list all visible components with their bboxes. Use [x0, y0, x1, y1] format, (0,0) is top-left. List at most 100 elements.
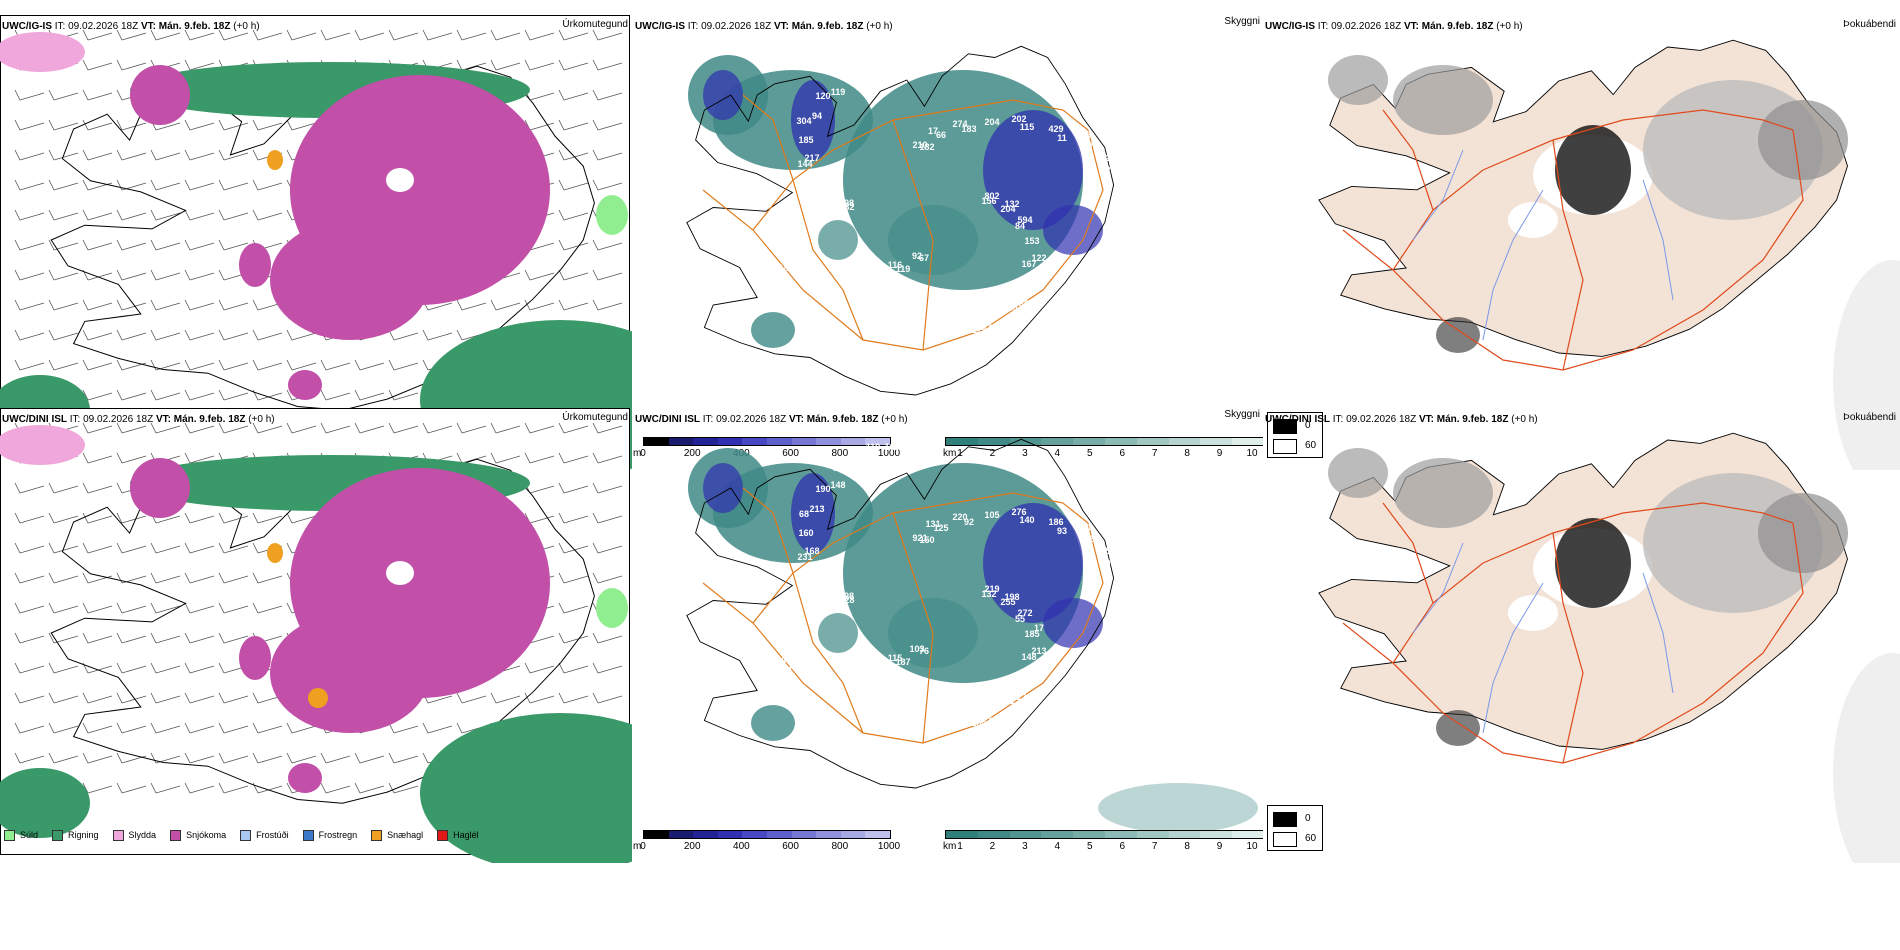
wind-barb: [490, 452, 521, 464]
wind-barb: [388, 422, 419, 434]
height-label: 182: [919, 142, 934, 152]
height-tick: 600: [782, 841, 799, 852]
height-tick: 200: [683, 448, 701, 459]
wind-barb: [184, 722, 215, 734]
no-precip-area: [386, 168, 414, 192]
wind-barb: [218, 329, 249, 341]
low-visibility-area: [1098, 783, 1258, 833]
wind-barb: [456, 29, 487, 41]
visibility-map[interactable]: 1322291509712693115148551289213416810310…: [633, 393, 1263, 863]
wind-barb: [558, 119, 589, 131]
wind-barb: [592, 239, 623, 251]
fog-legend-label-60: 60: [1305, 833, 1317, 844]
wind-barb: [456, 692, 487, 704]
fog-legend-label-0: 0: [1305, 813, 1311, 824]
height-label: 92: [964, 517, 974, 527]
fog-index-map[interactable]: [1263, 393, 1900, 863]
height-label: 144: [797, 159, 812, 169]
legend-label: Slydda: [128, 830, 157, 840]
wind-barb: [48, 89, 79, 101]
height-label: 85: [1019, 299, 1029, 309]
fog-legend-swatch-60: [1273, 832, 1297, 847]
wind-barb: [592, 422, 623, 434]
wind-barb: [116, 602, 147, 614]
wind-barb: [82, 149, 113, 161]
height-label: 213: [1031, 646, 1046, 656]
model-label: UWC/IG-IS: [1265, 21, 1315, 32]
wind-barb: [48, 239, 79, 251]
wind-barb: [422, 329, 453, 341]
wind-barb: [184, 359, 215, 371]
road: [1342, 522, 1804, 764]
hail-area: [267, 543, 283, 563]
wind-barb: [218, 722, 249, 734]
wind-barb: [388, 359, 419, 371]
wind-barb: [524, 662, 555, 674]
height-label: 252: [810, 566, 825, 576]
wind-barb: [116, 329, 147, 341]
visibility-tick: 3: [1022, 841, 1028, 852]
precip-type-map[interactable]: [0, 0, 632, 470]
height-label: 126: [826, 578, 841, 588]
height-label: 153: [1024, 236, 1039, 246]
height-color-step: [644, 831, 669, 838]
wind-barb: [320, 782, 351, 794]
height-label: 183: [961, 124, 976, 134]
visibility-panel: 132 229 150 97 126 93 115 148 55 128 92 134 168 103 10…: [633, 393, 1263, 863]
road-network: [1342, 502, 1804, 764]
legend-swatch: [437, 829, 449, 841]
precip-legend-item: Snæhagl: [371, 829, 423, 841]
wind-barb: [14, 692, 45, 704]
wind-barb: [14, 752, 45, 764]
visibility-tick: 7: [1151, 841, 1158, 852]
vt-value: Mán. 9.feb. 18Z: [173, 414, 246, 425]
iceland-outline: [686, 45, 1115, 396]
height-tick: 1000: [877, 841, 901, 852]
model-label: UWC/IG-IS: [635, 21, 685, 32]
wind-barb: [14, 269, 45, 281]
road: [792, 572, 864, 734]
precip-areas: [0, 425, 632, 863]
wind-barb: [286, 722, 317, 734]
height-color-step: [791, 831, 817, 838]
sleet-area: [0, 32, 85, 72]
fog-legend-swatch-60: [1273, 439, 1297, 454]
height-label: 229: [801, 659, 816, 669]
visibility-color-step: [1168, 831, 1201, 838]
height-label: 66: [807, 572, 817, 582]
wind-barb: [252, 512, 283, 524]
height-label: 132: [981, 589, 996, 599]
wind-barb: [150, 209, 181, 221]
height-label: 91: [1005, 696, 1015, 706]
height-color-step: [668, 438, 694, 445]
wind-barb: [150, 329, 181, 341]
wind-barb: [592, 572, 623, 584]
height-label: 132: [1004, 199, 1019, 209]
lead-time: (+0 h): [1511, 414, 1538, 425]
height-label: 131: [925, 519, 940, 529]
visibility-tick: 1: [957, 841, 963, 852]
visibility-map[interactable]: 1562271829194111161198482183119217127116…: [633, 0, 1263, 470]
height-color-step: [742, 831, 767, 838]
visibility-color-step: [1200, 831, 1233, 838]
precip-legend-item: Súld: [4, 829, 38, 841]
height-label: 94: [829, 185, 839, 195]
height-color-step: [840, 831, 866, 838]
wind-barb: [558, 692, 589, 704]
wind-barb: [592, 299, 623, 311]
wind-barb: [524, 422, 555, 434]
visibility-tick: 6: [1119, 448, 1125, 459]
wind-barb: [524, 29, 555, 41]
height-label: 186: [822, 583, 837, 593]
precip-type-map[interactable]: [0, 393, 632, 863]
fog-index-map[interactable]: [1263, 0, 1900, 470]
wind-barb: [14, 722, 45, 734]
wind-barb: [116, 782, 147, 794]
height-label: 55: [1015, 614, 1025, 624]
wind-barb: [48, 572, 79, 584]
wind-barb: [422, 29, 453, 41]
wind-barb: [116, 299, 147, 311]
visibility-ticks: 1 2 3 4 5 6 7 8 9 10: [957, 841, 1257, 853]
visibility-tick: 10: [1246, 841, 1258, 852]
height-label: 134: [971, 718, 986, 728]
